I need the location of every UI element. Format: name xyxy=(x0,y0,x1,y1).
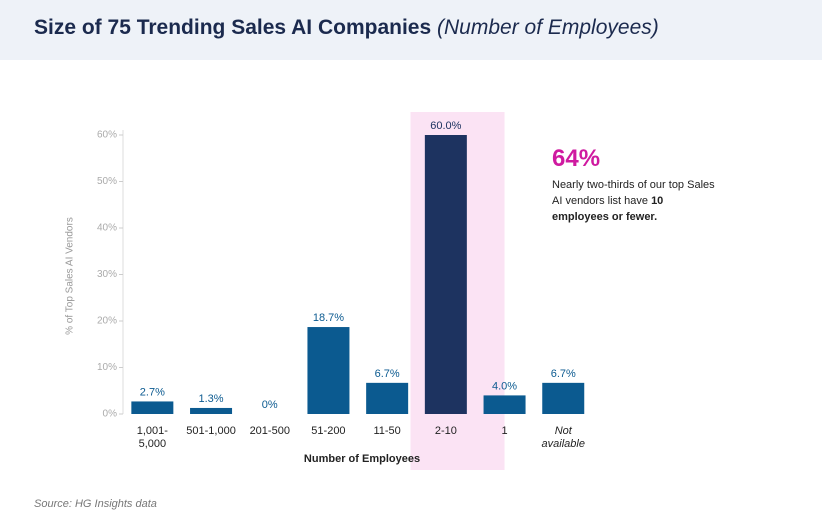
y-tick-label: 30% xyxy=(97,269,117,280)
y-tick-label: 60% xyxy=(97,130,117,141)
chart-subtitle: (Number of Employees) xyxy=(437,16,659,39)
y-tick-label: 10% xyxy=(97,362,117,373)
annotation-headline: 64% xyxy=(552,145,601,172)
x-tick-label: 201-500 xyxy=(249,425,290,437)
value-label: 6.7% xyxy=(375,368,400,380)
value-label: 4.0% xyxy=(492,380,517,392)
value-label: 6.7% xyxy=(551,368,576,380)
y-tick-label: 20% xyxy=(97,316,117,327)
annotation-body: Nearly two-thirds of our top Sales AI ve… xyxy=(552,177,722,225)
y-tick-label: 50% xyxy=(97,176,117,187)
value-label: 60.0% xyxy=(430,120,461,132)
y-axis-label: % of Top Sales AI Vendors xyxy=(65,217,76,335)
value-label: 0% xyxy=(262,399,278,411)
source: Source: HG Insights data xyxy=(34,498,157,510)
bar xyxy=(542,382,585,414)
annotation-text: Nearly two-thirds of our top Sales AI ve… xyxy=(552,179,715,207)
bar xyxy=(483,395,526,414)
annotation-bold: 10 employees or fewer. xyxy=(552,195,664,223)
chart-title: Size of 75 Trending Sales AI Companies xyxy=(34,16,432,39)
x-axis-label: Number of Employees xyxy=(303,453,421,465)
x-tick-label: 2-10 xyxy=(434,425,457,437)
y-tick-label: 40% xyxy=(97,223,117,234)
x-tick-label: 51-200 xyxy=(311,425,346,437)
x-tick-label: 11-50 xyxy=(373,425,401,437)
title-bar: Size of 75 Trending Sales AI Companies (… xyxy=(0,0,822,60)
x-tick-label: 501-1,000 xyxy=(186,425,236,437)
bar xyxy=(131,401,174,414)
x-tick-label: 1,001-5,000 xyxy=(136,425,168,450)
x-tick-label: 1 xyxy=(501,425,508,437)
title-line: Size of 75 Trending Sales AI Companies (… xyxy=(34,16,659,40)
bar xyxy=(366,382,409,414)
annotation: 64% Nearly two-thirds of our top Sales A… xyxy=(552,145,722,225)
value-label: 1.3% xyxy=(199,393,224,405)
value-label: 2.7% xyxy=(140,386,165,398)
bar xyxy=(424,135,467,414)
bar xyxy=(190,407,233,414)
value-label: 18.7% xyxy=(313,312,344,324)
y-tick-label: 0% xyxy=(103,409,118,420)
bar xyxy=(307,327,350,414)
x-tick-label: Not available xyxy=(541,425,585,450)
